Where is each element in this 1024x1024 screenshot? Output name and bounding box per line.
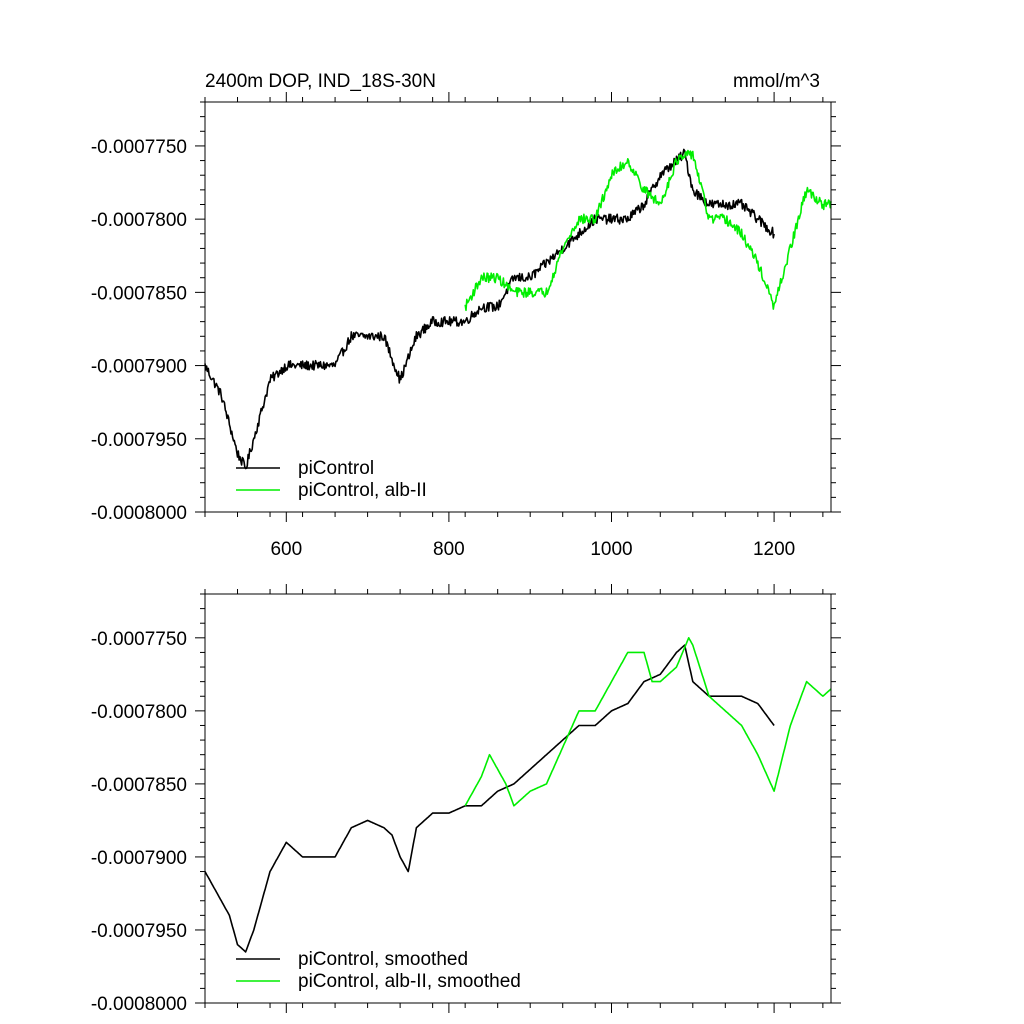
x-tick-label: 1000 xyxy=(590,539,632,560)
x-tick-label: 800 xyxy=(433,539,465,560)
y-tick-label: -0.0007800 xyxy=(91,210,187,231)
y-tick-label: -0.0007750 xyxy=(91,629,187,650)
y-tick-label: -0.0007850 xyxy=(91,775,187,796)
top-panel: 2400m DOP, IND_18S-30N mmol/m^3 -0.00080… xyxy=(91,71,841,560)
series-line xyxy=(464,149,832,312)
y-tick-label: -0.0007800 xyxy=(91,702,187,723)
y-tick-label: -0.0007950 xyxy=(91,430,187,451)
y-tick-label: -0.0007750 xyxy=(91,137,187,158)
plot-frame xyxy=(204,101,832,513)
series-layer xyxy=(204,636,832,953)
legend-label: piControl, alb-II, smoothed xyxy=(298,971,521,992)
y-tick-label: -0.0007900 xyxy=(91,848,187,869)
plot-frame xyxy=(204,593,832,1004)
axis-layer: -0.0008000 -0.0007950 -0.0007900 -0.0007850… xyxy=(91,584,841,1015)
series-line xyxy=(204,644,775,953)
legend-label: piControl, alb-II xyxy=(298,480,427,501)
y-tick-label: -0.0007950 xyxy=(91,921,187,942)
legend-label: piControl, smoothed xyxy=(298,949,468,970)
legend-label: piControl xyxy=(298,458,374,479)
y-tick-label: -0.0008000 xyxy=(91,994,187,1015)
y-tick-label: -0.0007850 xyxy=(91,283,187,304)
series-layer xyxy=(204,148,832,470)
y-tick-label: -0.0007900 xyxy=(91,357,187,378)
y-tick-label: -0.0008000 xyxy=(91,503,187,524)
series-line xyxy=(464,636,832,807)
units-label: mmol/m^3 xyxy=(733,71,820,92)
chart-title: 2400m DOP, IND_18S-30N xyxy=(205,71,436,92)
axis-layer: -0.0008000 -0.0007950 -0.0007900 -0.0007850… xyxy=(91,92,841,560)
series-line xyxy=(204,148,775,470)
bottom-panel: -0.0008000 -0.0007950 -0.0007900 -0.0007850… xyxy=(91,584,841,1015)
x-tick-label: 1200 xyxy=(753,539,795,560)
x-tick-label: 600 xyxy=(270,539,302,560)
